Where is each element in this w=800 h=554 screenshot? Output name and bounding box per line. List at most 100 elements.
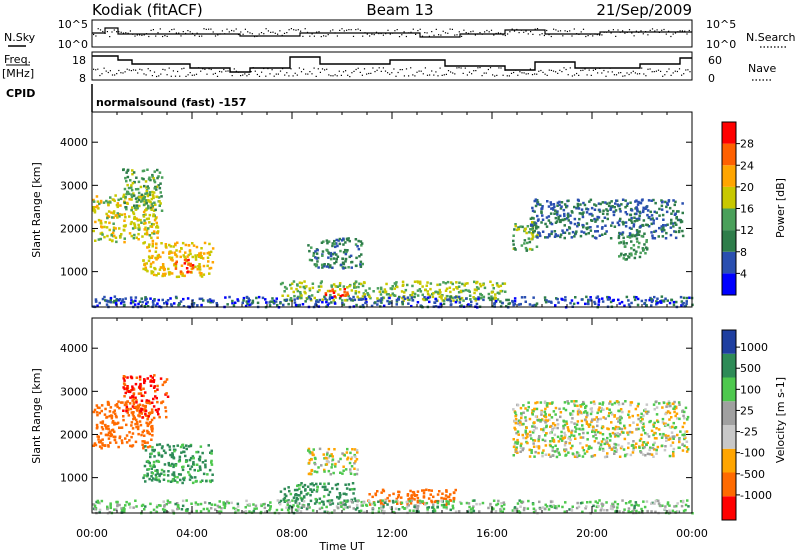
data-cell xyxy=(549,504,552,508)
data-cell xyxy=(256,301,260,305)
data-cell xyxy=(135,200,139,203)
ytick-label: 2000 xyxy=(60,428,88,441)
data-cell xyxy=(308,287,311,290)
data-cell xyxy=(534,198,538,201)
data-cell xyxy=(416,490,420,493)
data-cell xyxy=(606,295,609,299)
data-cell xyxy=(158,474,161,478)
data-cell xyxy=(300,490,303,494)
scatter-region-0 xyxy=(92,400,154,450)
data-cell xyxy=(564,434,567,437)
data-cell xyxy=(545,299,548,302)
data-cell xyxy=(135,236,138,239)
data-cell xyxy=(634,252,637,256)
nsearch-dot xyxy=(424,32,426,34)
data-cell xyxy=(181,443,185,447)
data-cell xyxy=(582,201,585,205)
data-cell xyxy=(303,483,307,487)
data-cell xyxy=(334,245,337,249)
data-cell xyxy=(559,219,562,222)
nsearch-dot xyxy=(297,29,299,31)
data-cell xyxy=(565,453,568,457)
data-cell xyxy=(625,258,628,261)
data-cell xyxy=(206,252,209,255)
data-cell xyxy=(346,458,349,461)
data-cell xyxy=(521,225,524,229)
data-cell xyxy=(416,496,420,500)
data-cell xyxy=(575,207,578,210)
data-cell xyxy=(585,415,588,419)
data-cell xyxy=(137,226,141,229)
data-cell xyxy=(149,380,152,383)
data-cell xyxy=(650,453,654,456)
nave-dot xyxy=(151,75,153,77)
freq-tick-bottom: 8 xyxy=(79,72,86,85)
data-cell xyxy=(155,505,159,509)
data-cell xyxy=(478,502,482,506)
data-cell xyxy=(467,502,471,505)
nave-dot xyxy=(235,70,237,72)
data-cell xyxy=(363,293,366,296)
nsearch-dot xyxy=(256,35,258,37)
data-cell xyxy=(645,500,649,503)
data-cell xyxy=(352,492,355,495)
data-cell xyxy=(118,298,122,301)
data-cell xyxy=(236,298,239,301)
data-cell xyxy=(521,500,525,504)
data-cell xyxy=(121,401,124,404)
data-cell xyxy=(643,232,646,235)
data-cell xyxy=(340,505,343,508)
data-cell xyxy=(596,418,600,421)
data-cell xyxy=(489,280,492,283)
data-cell xyxy=(93,508,97,511)
data-cell xyxy=(622,448,626,451)
data-cell xyxy=(282,498,286,501)
nsky-line xyxy=(92,27,692,38)
data-cell xyxy=(203,501,207,504)
data-cell xyxy=(574,425,577,429)
data-cell xyxy=(646,223,649,227)
data-cell xyxy=(223,504,227,508)
data-cell xyxy=(125,500,128,504)
data-cell xyxy=(317,300,320,304)
data-cell xyxy=(146,168,149,171)
data-cell xyxy=(150,425,153,429)
data-cell xyxy=(315,470,319,474)
data-cell xyxy=(601,219,604,223)
data-cell xyxy=(551,500,554,503)
data-cell xyxy=(592,427,596,431)
data-cell xyxy=(523,296,527,299)
data-cell xyxy=(609,411,613,414)
data-cell xyxy=(581,223,584,227)
data-cell xyxy=(519,406,523,410)
data-cell xyxy=(650,214,654,217)
data-cell xyxy=(608,201,611,205)
data-cell xyxy=(539,507,542,511)
data-cell xyxy=(131,413,135,416)
data-cell xyxy=(500,505,504,508)
nsearch-dot xyxy=(428,35,430,37)
nsearch-dot xyxy=(329,30,332,32)
nave-dot xyxy=(485,72,487,74)
data-cell xyxy=(622,511,625,514)
data-cell xyxy=(136,427,140,431)
data-cell xyxy=(101,422,104,425)
data-cell xyxy=(199,510,203,513)
data-cell xyxy=(583,418,587,422)
data-cell xyxy=(635,509,638,513)
data-cell xyxy=(208,298,212,301)
data-cell xyxy=(451,296,454,300)
nsearch-label: N.Search xyxy=(746,31,796,44)
data-cell xyxy=(429,493,432,496)
data-cell xyxy=(596,420,599,423)
data-cell xyxy=(426,506,429,510)
data-cell xyxy=(553,433,557,437)
data-cell xyxy=(556,234,560,237)
data-cell xyxy=(587,300,590,303)
data-cell xyxy=(553,205,556,209)
data-cell xyxy=(513,506,517,509)
nsearch-dot xyxy=(640,30,642,32)
data-cell xyxy=(149,178,152,182)
data-cell xyxy=(466,510,470,513)
data-cell xyxy=(420,500,424,503)
